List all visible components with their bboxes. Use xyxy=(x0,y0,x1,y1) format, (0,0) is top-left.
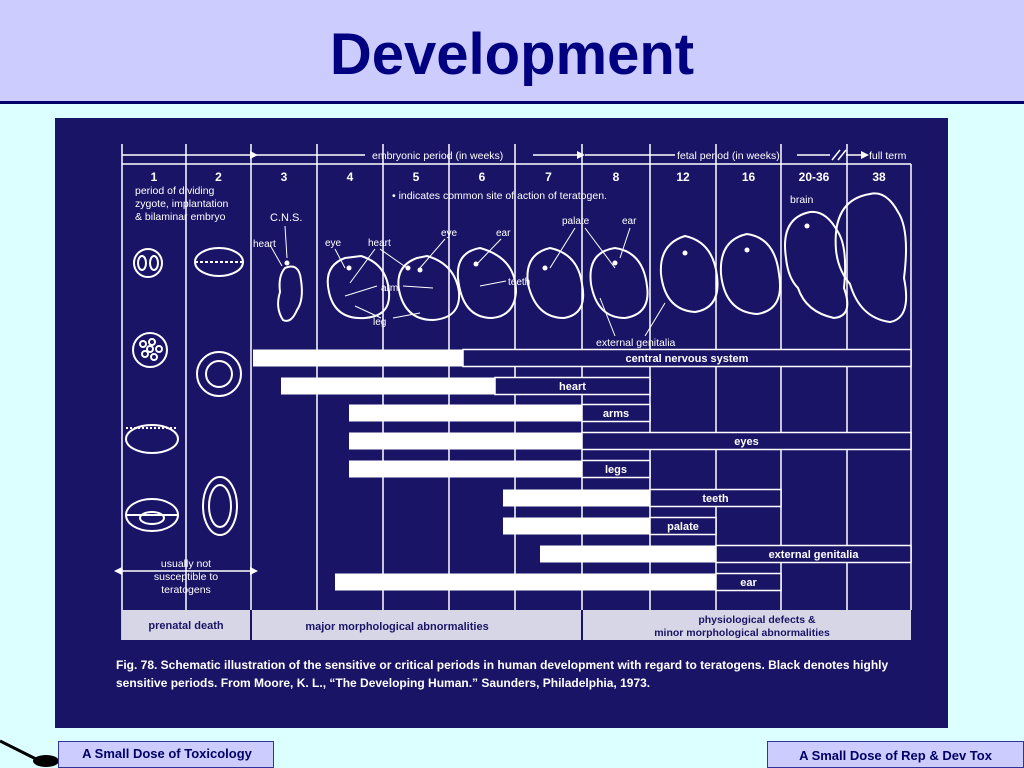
week-header-9: 12 xyxy=(676,170,690,184)
week-header-2: 2 xyxy=(215,170,222,184)
bar-less-sensitive xyxy=(540,545,716,563)
fetal-period-label: fetal period (in weeks) xyxy=(677,150,780,162)
week-header-8: 8 xyxy=(613,170,620,184)
footer-left: A Small Dose of Toxicology xyxy=(0,737,274,768)
footer-right-label: A Small Dose of Rep & Dev Tox xyxy=(799,748,992,763)
spoon-icon xyxy=(0,739,59,767)
bar-highly-sensitive xyxy=(715,572,782,592)
outcome-physiological-defects: physiological defects & xyxy=(698,614,816,626)
teratogen-site-note: • indicates common site of action of ter… xyxy=(392,190,607,202)
row-label: arms xyxy=(603,408,629,420)
label-external-genitalia: external genitalia xyxy=(596,337,676,349)
outcome-prenatal-death: prenatal death xyxy=(148,620,223,632)
susceptibility-note-line1: usually not xyxy=(161,558,211,570)
teratogen-site-dots xyxy=(284,223,810,273)
label-eye-week4: eye xyxy=(325,238,342,249)
label-ear-week6: ear xyxy=(496,228,511,239)
footer-left-box: A Small Dose of Toxicology xyxy=(58,741,274,768)
outcome-band xyxy=(122,610,911,640)
early-embryo-sketches xyxy=(125,247,244,536)
bar-highly-sensitive xyxy=(649,488,782,508)
bar-less-sensitive xyxy=(349,432,582,450)
week1-note-line2: zygote, implantation xyxy=(135,198,229,210)
full-term-label: full term xyxy=(869,150,907,162)
row-label: teeth xyxy=(702,493,729,505)
outcome-major-abnormalities: major morphological abnormalities xyxy=(305,621,488,633)
embryo-fetus-silhouettes xyxy=(277,192,908,324)
susceptibility-note-line2: susceptible to xyxy=(154,571,218,583)
label-eye-week5: eye xyxy=(441,228,458,239)
week1-note-line3: & bilaminar embryo xyxy=(135,211,226,223)
bar-less-sensitive xyxy=(503,517,650,535)
bar-highly-sensitive xyxy=(715,544,912,564)
figure-caption: Fig. 78. Schematic illustration of the s… xyxy=(116,658,889,690)
footer-right-box: A Small Dose of Rep & Dev Tox xyxy=(767,741,1024,768)
bar-highly-sensitive xyxy=(494,376,651,396)
critical-periods-diagram: embryonic period (in weeks) fetal period… xyxy=(114,144,912,640)
slide-title: Development xyxy=(329,22,695,87)
row-label: legs xyxy=(605,464,627,476)
bar-less-sensitive xyxy=(281,377,495,395)
label-heart-week4: heart xyxy=(368,238,391,249)
label-leg: leg xyxy=(373,317,386,328)
outcome-minor-abnormalities: minor morphological abnormalities xyxy=(654,627,830,639)
week-header-3: 3 xyxy=(281,170,288,184)
label-heart-week3: heart xyxy=(253,239,276,250)
row-label: central nervous system xyxy=(626,353,749,365)
week-header-10: 16 xyxy=(742,170,756,184)
bar-less-sensitive xyxy=(503,489,650,507)
pointer-lines xyxy=(269,225,666,337)
bar-highly-sensitive xyxy=(581,403,651,423)
week-headers: 1 2 3 4 5 6 7 8 12 16 20-36 38 xyxy=(151,170,886,184)
sensitivity-bars: central nervous system heart arms eyes legs t… xyxy=(253,348,912,592)
week-header-1: 1 xyxy=(151,170,158,184)
title-band xyxy=(0,0,1024,101)
week-header-6: 6 xyxy=(479,170,486,184)
bar-highly-sensitive xyxy=(649,516,717,536)
label-brain: brain xyxy=(790,194,814,206)
teratogen-critical-periods-figure: embryonic period (in weeks) fetal period… xyxy=(55,118,948,728)
bar-less-sensitive xyxy=(349,460,582,478)
week-header-4: 4 xyxy=(347,170,354,184)
week-header-5: 5 xyxy=(413,170,420,184)
row-label: external genitalia xyxy=(769,549,860,561)
week-header-7: 7 xyxy=(545,170,552,184)
row-label: eyes xyxy=(734,436,758,448)
week-header-11: 20-36 xyxy=(799,170,830,184)
label-teeth: teeth xyxy=(508,277,530,288)
bar-less-sensitive xyxy=(349,404,582,422)
bar-highly-sensitive xyxy=(462,348,912,368)
row-label: palate xyxy=(667,521,699,533)
week-header-12: 38 xyxy=(872,170,886,184)
embryonic-period-label: embryonic period (in weeks) xyxy=(372,150,503,162)
label-palate: palate xyxy=(562,216,590,227)
footer-left-label: A Small Dose of Toxicology xyxy=(82,746,252,761)
label-cns: C.N.S. xyxy=(270,212,302,224)
bar-highly-sensitive xyxy=(581,459,651,479)
bar-less-sensitive xyxy=(335,573,716,591)
row-label: ear xyxy=(740,577,757,589)
label-ear-week8: ear xyxy=(622,216,637,227)
week1-note-line1: period of dividing xyxy=(135,185,215,197)
title-rule xyxy=(0,101,1024,104)
bar-less-sensitive xyxy=(253,349,463,367)
susceptibility-note-line3: teratogens xyxy=(161,584,211,596)
row-label: heart xyxy=(559,381,586,393)
bar-highly-sensitive xyxy=(581,431,912,451)
